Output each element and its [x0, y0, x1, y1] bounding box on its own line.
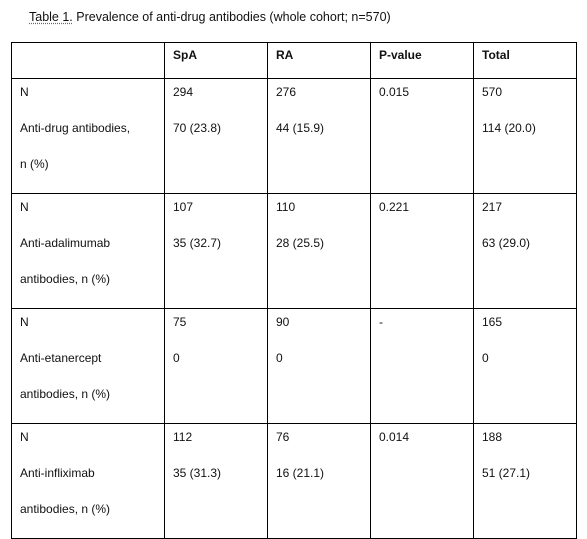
spa-count: 0	[173, 351, 180, 365]
pvalue-cell: 0.014	[370, 423, 474, 539]
header-cell-rowlabel	[11, 42, 165, 79]
header-cell-total: Total	[473, 42, 577, 79]
row-label-unit: antibodies, n (%)	[20, 387, 111, 401]
total-cell: 570 114 (20.0)	[473, 78, 577, 194]
header-cell-spa: SpA	[164, 42, 268, 79]
total-n: 188	[482, 430, 503, 444]
row-label-name: Anti-adalimumab	[20, 236, 111, 250]
total-n: 570	[482, 85, 503, 99]
header-cell-ra: RA	[267, 42, 371, 79]
spa-count: 35 (31.3)	[173, 466, 222, 480]
total-n: 217	[482, 200, 503, 214]
total-count: 0	[482, 351, 489, 365]
ra-count: 44 (15.9)	[276, 121, 325, 135]
row-label-unit: antibodies, n (%)	[20, 272, 111, 286]
ra-n: 90	[276, 315, 290, 329]
ra-count: 28 (25.5)	[276, 236, 325, 250]
total-count: 51 (27.1)	[482, 466, 531, 480]
ra-n: 276	[276, 85, 297, 99]
ra-n: 76	[276, 430, 290, 444]
pvalue: 0.221	[379, 200, 410, 214]
spa-cell: 75 0	[164, 308, 268, 424]
row-label-n: N	[20, 430, 29, 444]
pvalue: -	[379, 315, 383, 329]
ra-count: 0	[276, 351, 283, 365]
total-cell: 165 0	[473, 308, 577, 424]
spa-n: 112	[173, 430, 193, 444]
row-label-unit: antibodies, n (%)	[20, 502, 111, 516]
table-row-anti-etanercept: N Anti-etanercept antibodies, n (%) 75 0…	[11, 308, 577, 424]
total-n: 165	[482, 315, 503, 329]
ra-cell: 76 16 (21.1)	[267, 423, 371, 539]
row-label-cell: N Anti-adalimumab antibodies, n (%)	[11, 193, 165, 309]
row-label-unit: n (%)	[20, 157, 49, 171]
pvalue-cell: 0.015	[370, 78, 474, 194]
pvalue: 0.014	[379, 430, 410, 444]
spa-n: 75	[173, 315, 187, 329]
ra-cell: 110 28 (25.5)	[267, 193, 371, 309]
antibody-prevalence-table: SpA RA P-value Total N Anti-drug antibod…	[11, 42, 577, 539]
table-row-anti-drug: N Anti-drug antibodies, n (%) 294 70 (23…	[11, 78, 577, 194]
total-cell: 217 63 (29.0)	[473, 193, 577, 309]
total-count: 114 (20.0)	[482, 121, 536, 135]
pvalue: 0.015	[379, 85, 410, 99]
row-label-cell: N Anti-etanercept antibodies, n (%)	[11, 308, 165, 424]
pvalue-cell: -	[370, 308, 474, 424]
row-label-n: N	[20, 200, 29, 214]
total-cell: 188 51 (27.1)	[473, 423, 577, 539]
pvalue-cell: 0.221	[370, 193, 474, 309]
table-row-anti-infliximab: N Anti-infliximab antibodies, n (%) 112 …	[11, 423, 577, 539]
row-label-n: N	[20, 315, 29, 329]
table-title: Prevalence of anti-drug antibodies (whol…	[72, 10, 391, 24]
row-label-n: N	[20, 85, 29, 99]
spa-count: 70 (23.8)	[173, 121, 222, 135]
table-caption: Table 1. Prevalence of anti-drug antibod…	[29, 10, 391, 24]
row-label-name: Anti-drug antibodies,	[20, 121, 131, 135]
spa-count: 35 (32.7)	[173, 236, 222, 250]
spa-n: 294	[173, 85, 194, 99]
row-label-cell: N Anti-drug antibodies, n (%)	[11, 78, 165, 194]
ra-cell: 276 44 (15.9)	[267, 78, 371, 194]
spa-cell: 112 35 (31.3)	[164, 423, 268, 539]
row-label-name: Anti-etanercept	[20, 351, 102, 365]
ra-n: 110	[276, 200, 296, 214]
table-row-anti-adalimumab: N Anti-adalimumab antibodies, n (%) 107 …	[11, 193, 577, 309]
spa-cell: 294 70 (23.8)	[164, 78, 268, 194]
row-label-name: Anti-infliximab	[20, 466, 95, 480]
row-label-cell: N Anti-infliximab antibodies, n (%)	[11, 423, 165, 539]
spa-cell: 107 35 (32.7)	[164, 193, 268, 309]
header-cell-pvalue: P-value	[370, 42, 474, 79]
table-number: Table 1.	[29, 10, 73, 24]
header-row: SpA RA P-value Total	[11, 42, 577, 79]
total-count: 63 (29.0)	[482, 236, 531, 250]
ra-count: 16 (21.1)	[276, 466, 325, 480]
spa-n: 107	[173, 200, 194, 214]
ra-cell: 90 0	[267, 308, 371, 424]
